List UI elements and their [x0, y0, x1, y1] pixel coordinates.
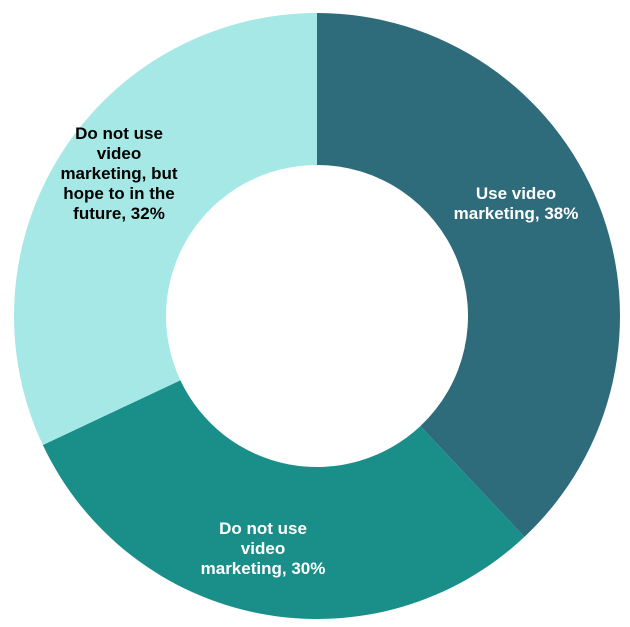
slice-label-line: video	[241, 539, 285, 558]
slice-label-line: Do not use	[219, 519, 307, 538]
labels-group: Use video marketing, 38%Do not use video ma…	[60, 124, 578, 578]
slice-label-line: future, 32%	[73, 204, 165, 223]
donut-slice-0	[317, 13, 621, 537]
slice-label-line: Do not use	[75, 124, 163, 143]
slice-label-line: hope to in the	[63, 184, 174, 203]
donut-slice-2	[13, 13, 317, 446]
slice-label-line: marketing, but	[60, 164, 177, 183]
slices-group	[13, 13, 621, 619]
slice-label-line: marketing, 30%	[201, 559, 326, 578]
slice-label-1: Do not use video marketing, 30%	[201, 519, 326, 578]
slice-label-0: Use video marketing, 38%	[454, 184, 579, 223]
slice-label-2: Do not use video marketing, but hope to in …	[60, 124, 177, 223]
slice-label-line: video	[97, 144, 141, 163]
donut-slice-1	[42, 380, 525, 619]
slice-label-line: marketing, 38%	[454, 204, 579, 223]
slice-label-line: Use video	[476, 184, 556, 203]
